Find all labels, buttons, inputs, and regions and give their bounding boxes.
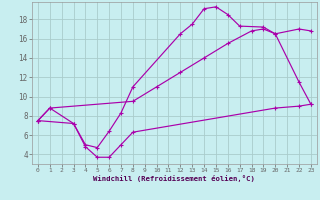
X-axis label: Windchill (Refroidissement éolien,°C): Windchill (Refroidissement éolien,°C): [93, 175, 255, 182]
